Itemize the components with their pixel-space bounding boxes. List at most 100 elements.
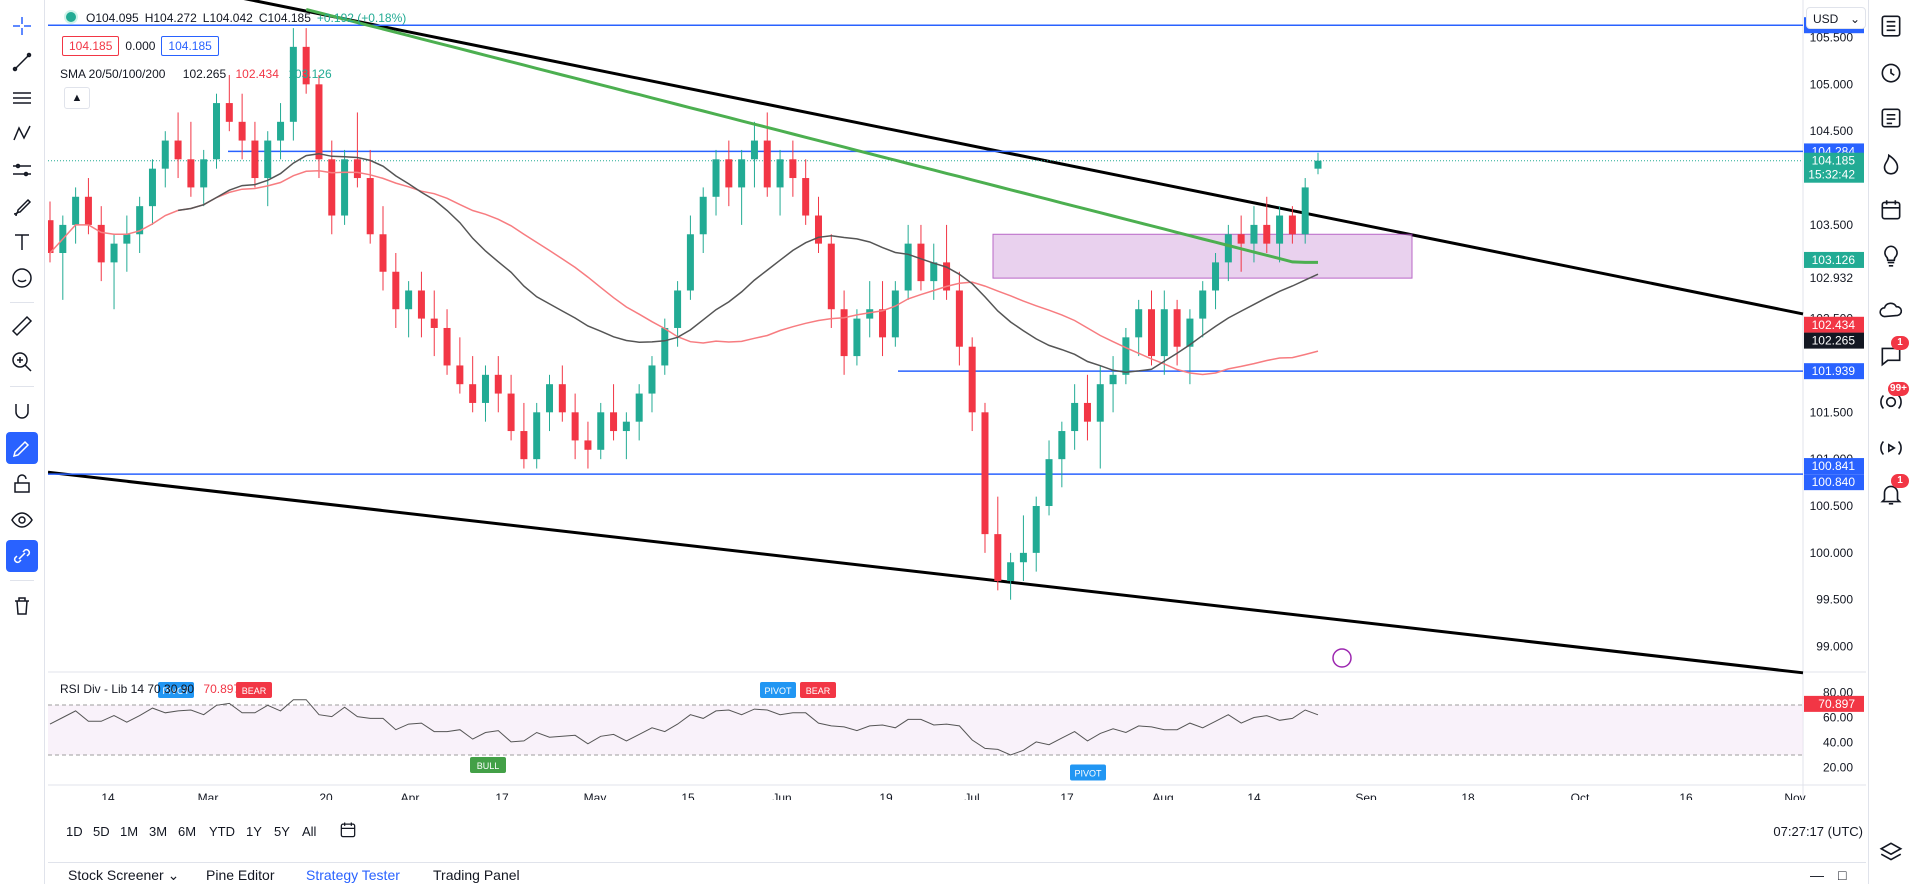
time-axis-label: Mar xyxy=(198,791,219,800)
candle-body xyxy=(1186,318,1194,347)
tab-pine-editor[interactable]: Pine Editor xyxy=(206,867,275,883)
layers-icon[interactable] xyxy=(1875,836,1907,868)
price-chart[interactable]: 105.500105.000104.500103.500102.932102.5… xyxy=(48,0,1866,800)
hotlist-fire-icon[interactable] xyxy=(1875,148,1907,180)
signal-label: PIVOT xyxy=(1074,769,1102,779)
candle-body xyxy=(904,243,912,291)
tab-trading-panel[interactable]: Trading Panel xyxy=(433,867,520,883)
candle-body xyxy=(750,140,758,160)
collapse-legend-button[interactable]: ▲ xyxy=(64,87,90,109)
alarm-clock-icon[interactable] xyxy=(1875,56,1907,88)
brush-icon[interactable] xyxy=(6,190,38,222)
pattern-icon[interactable] xyxy=(6,118,38,150)
price-tag-label: 102.265 xyxy=(1812,334,1856,348)
sync-drawings-icon[interactable] xyxy=(6,540,38,572)
candle-body xyxy=(494,374,502,394)
rsi-legend[interactable]: RSI Div - Lib 14 70 30 90 70.897 xyxy=(60,682,240,696)
candle-body xyxy=(994,534,1002,581)
chart-area[interactable]: 105.500105.000104.500103.500102.932102.5… xyxy=(48,0,1866,800)
calendar-icon[interactable] xyxy=(1875,194,1907,226)
price-tag xyxy=(1804,152,1864,183)
range-1d[interactable]: 1D xyxy=(66,824,83,839)
price-axis-label: 104.500 xyxy=(1810,124,1854,138)
time-axis-label: Sep xyxy=(1355,791,1377,800)
goto-date-calendar-icon[interactable] xyxy=(338,820,358,843)
candle-body xyxy=(1135,309,1143,338)
legend-high: H104.272 xyxy=(144,11,197,25)
candle-body xyxy=(174,140,182,160)
tab-strategy-tester[interactable]: Strategy Tester xyxy=(306,867,400,883)
time-axis-label: 17 xyxy=(1060,791,1074,800)
streams-icon[interactable] xyxy=(1875,294,1907,326)
rsi-line xyxy=(49,699,1319,756)
candle-body xyxy=(597,412,605,450)
crosshair-icon[interactable] xyxy=(6,10,38,42)
range-6m[interactable]: 6M xyxy=(178,824,197,839)
maximize-panel-icon[interactable]: □ xyxy=(1838,867,1847,883)
legend-close: C104.185 xyxy=(258,11,311,25)
range-ytd[interactable]: YTD xyxy=(209,824,235,839)
candle-body xyxy=(123,234,131,244)
price-axis-label: 102.932 xyxy=(1810,271,1854,285)
minimize-panel-icon[interactable]: — xyxy=(1810,867,1824,883)
consolidation-zone xyxy=(992,233,1413,279)
price-tag xyxy=(1804,363,1864,380)
candle-body xyxy=(328,159,336,216)
candle-body xyxy=(1224,234,1232,263)
chat-icon[interactable]: 1 xyxy=(1875,336,1909,372)
price-axis-label: 103.500 xyxy=(1810,218,1854,232)
ruler-icon[interactable] xyxy=(6,310,38,342)
tab-stock-screener[interactable]: Stock Screener ⌄ xyxy=(68,867,179,884)
time-axis-label: 14 xyxy=(101,791,115,800)
notifications-bell-icon[interactable]: 1 xyxy=(1875,474,1909,510)
time-axis-label: Oct xyxy=(1571,791,1590,800)
candle-body xyxy=(981,412,989,535)
range-3m[interactable]: 3M xyxy=(149,824,168,839)
sma-value-1: 102.265 xyxy=(182,67,227,81)
trend-line-icon[interactable] xyxy=(6,46,38,78)
eye-icon[interactable] xyxy=(6,504,38,536)
candle-body xyxy=(238,121,246,141)
currency-select[interactable]: USD ⌄ xyxy=(1806,7,1866,29)
candle-body xyxy=(1032,506,1040,553)
signal-label: BEAR xyxy=(806,686,831,696)
news-icon[interactable] xyxy=(1875,102,1907,134)
sma-legend[interactable]: SMA 20/50/100/200 102.265 102.434 103.12… xyxy=(60,67,332,81)
candle-body xyxy=(161,140,169,169)
signal-label: BEAR xyxy=(242,686,267,696)
clock-timezone[interactable]: 07:27:17 (UTC) xyxy=(1773,824,1863,839)
candle-body xyxy=(853,318,861,357)
horizontal-lines-icon[interactable] xyxy=(6,82,38,114)
channel-lower-line xyxy=(48,470,1804,675)
candle-body xyxy=(533,412,541,460)
ideas-bulb-icon[interactable] xyxy=(1875,240,1907,272)
emoji-icon[interactable] xyxy=(6,262,38,294)
range-5d[interactable]: 5D xyxy=(93,824,110,839)
broadcast-icon[interactable] xyxy=(1875,432,1907,464)
trash-icon[interactable] xyxy=(6,590,38,622)
ideas-stream-icon[interactable]: 99+ xyxy=(1875,382,1909,418)
measure-icon[interactable] xyxy=(6,154,38,186)
stay-drawing-icon[interactable] xyxy=(6,432,38,464)
right-toolbar: 1 99+ 1 xyxy=(1868,0,1913,884)
candle-body xyxy=(315,84,323,160)
range-1y[interactable]: 1Y xyxy=(246,824,262,839)
candle-body xyxy=(110,243,118,263)
range-all[interactable]: All xyxy=(302,824,317,839)
magnet-icon[interactable] xyxy=(6,396,38,428)
range-5y[interactable]: 5Y xyxy=(274,824,290,839)
text-icon[interactable] xyxy=(6,226,38,258)
candle-body xyxy=(277,121,285,141)
candle-body xyxy=(1301,187,1309,235)
spread-value: 0.000 xyxy=(125,39,156,53)
candle-body xyxy=(392,271,400,310)
watchlist-icon[interactable] xyxy=(1875,10,1907,42)
buy-button[interactable]: 104.185 xyxy=(161,36,219,56)
range-1m[interactable]: 1M xyxy=(120,824,139,839)
candle-body xyxy=(546,384,554,413)
zoom-in-icon[interactable] xyxy=(6,346,38,378)
candle-body xyxy=(1045,459,1053,507)
candle-body xyxy=(725,159,733,188)
lock-icon[interactable] xyxy=(6,468,38,500)
sell-button[interactable]: 104.185 xyxy=(62,36,120,56)
